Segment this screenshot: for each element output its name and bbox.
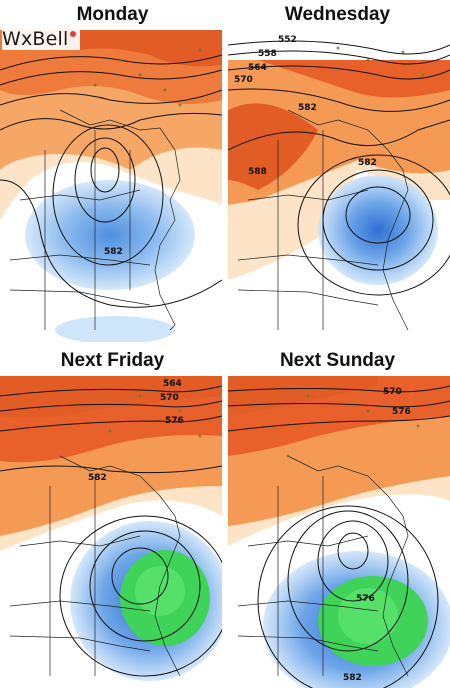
brand-text: WxBell [2, 28, 69, 50]
contour-label: 570 [383, 387, 402, 397]
contour-label: 552 [278, 35, 297, 45]
contour-label: 576 [165, 416, 184, 426]
map-panel-wednesday: 552 558 564 570 582 582 588 [228, 30, 450, 342]
contour-label: 570 [234, 75, 253, 85]
contour-label: 558 [258, 49, 277, 59]
contour-label: 564 [248, 63, 267, 73]
contour-label: 576 [356, 594, 375, 604]
map-panel-next-sunday: 570 576 576 582 [228, 376, 450, 688]
contour-label: 582 [298, 103, 317, 113]
contour-label: 588 [248, 167, 267, 177]
contour-label: 570 [160, 393, 179, 403]
contour-label: 582 [88, 473, 107, 483]
contour-label: 576 [392, 407, 411, 417]
panel-title-monday: Monday [76, 4, 149, 25]
contour-label: 582 [104, 247, 123, 257]
contour-label: 564 [163, 379, 182, 389]
panel-title-next-friday: Next Friday [60, 350, 165, 371]
panel-title-next-sunday: Next Sunday [279, 350, 396, 371]
panel-title-wednesday: Wednesday [284, 4, 391, 25]
brand-logo: WxBell [2, 28, 80, 50]
contour-label: 582 [343, 673, 362, 683]
map-panel-next-friday: 564 570 576 582 [0, 376, 222, 688]
brand-dot-icon [69, 31, 76, 37]
map-panel-monday: 582 [0, 30, 222, 342]
contour-label: 582 [358, 158, 377, 168]
